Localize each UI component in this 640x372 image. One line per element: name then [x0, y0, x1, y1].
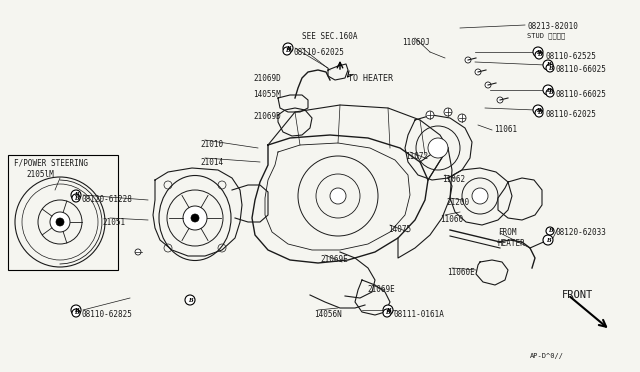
Circle shape — [458, 114, 466, 122]
Circle shape — [465, 57, 471, 63]
Circle shape — [191, 214, 199, 222]
Circle shape — [50, 212, 70, 232]
Text: 08213-82010: 08213-82010 — [527, 22, 578, 31]
Circle shape — [383, 309, 391, 317]
Circle shape — [533, 105, 543, 115]
Circle shape — [497, 97, 503, 103]
Text: F/POWER STEERING: F/POWER STEERING — [14, 158, 88, 167]
Text: 14056N: 14056N — [314, 310, 342, 319]
Text: B: B — [546, 62, 550, 67]
Text: 08120-62033: 08120-62033 — [556, 228, 607, 237]
Text: STUD スタッド: STUD スタッド — [527, 32, 565, 39]
Text: 11060E: 11060E — [447, 268, 475, 277]
Circle shape — [472, 188, 488, 204]
Text: 21014: 21014 — [200, 158, 223, 167]
Text: B: B — [285, 48, 289, 54]
Circle shape — [475, 69, 481, 75]
Text: 11061: 11061 — [494, 125, 517, 134]
Text: B: B — [74, 311, 78, 315]
Circle shape — [426, 111, 434, 119]
Text: 11072: 11072 — [405, 152, 428, 161]
Circle shape — [283, 47, 291, 55]
Text: 08110-66025: 08110-66025 — [556, 90, 607, 99]
Text: 21069E: 21069E — [320, 255, 348, 264]
Text: B: B — [74, 196, 78, 201]
Circle shape — [71, 190, 81, 200]
Circle shape — [546, 89, 554, 97]
Text: B: B — [386, 308, 390, 312]
Circle shape — [546, 64, 554, 72]
Circle shape — [71, 305, 81, 315]
Text: 21069D: 21069D — [253, 112, 281, 121]
Circle shape — [485, 82, 491, 88]
Text: B: B — [385, 311, 389, 315]
Circle shape — [546, 227, 554, 235]
Text: B: B — [74, 192, 78, 198]
Circle shape — [383, 305, 393, 315]
Circle shape — [543, 85, 553, 95]
Text: 08110-62025: 08110-62025 — [545, 110, 596, 119]
Text: 11060: 11060 — [440, 215, 463, 224]
Circle shape — [72, 309, 80, 317]
Circle shape — [283, 43, 293, 53]
Text: 14055M: 14055M — [253, 90, 281, 99]
Text: B: B — [536, 49, 540, 55]
Text: 21200: 21200 — [446, 198, 469, 207]
Text: 08110-66025: 08110-66025 — [556, 65, 607, 74]
Text: 08110-62025: 08110-62025 — [293, 48, 344, 57]
Text: SEE SEC.160A: SEE SEC.160A — [302, 32, 358, 41]
Text: B: B — [546, 237, 550, 243]
Text: 14075: 14075 — [388, 225, 411, 234]
Text: B: B — [188, 298, 192, 302]
Text: B: B — [546, 87, 550, 93]
Text: B: B — [548, 228, 552, 234]
Circle shape — [72, 194, 80, 202]
Text: B: B — [537, 52, 541, 58]
Text: AP-D^0//: AP-D^0// — [530, 353, 564, 359]
Text: 21051: 21051 — [102, 218, 125, 227]
Circle shape — [185, 295, 195, 305]
Circle shape — [135, 249, 141, 255]
Circle shape — [428, 138, 448, 158]
Text: TO HEATER: TO HEATER — [348, 74, 393, 83]
Text: 08111-0161A: 08111-0161A — [393, 310, 444, 319]
Text: 08120-61228: 08120-61228 — [82, 195, 133, 204]
Circle shape — [543, 235, 553, 245]
Text: 2105lM: 2105lM — [26, 170, 54, 179]
Circle shape — [535, 51, 543, 59]
Text: B: B — [548, 65, 552, 71]
Text: 11062: 11062 — [442, 175, 465, 184]
Text: 21069E: 21069E — [367, 285, 395, 294]
Text: FRONT: FRONT — [562, 290, 593, 300]
Text: 08110-62825: 08110-62825 — [82, 310, 133, 319]
Circle shape — [183, 206, 207, 230]
Text: B: B — [285, 45, 291, 51]
Circle shape — [444, 108, 452, 116]
Bar — [8, 155, 118, 270]
Text: 08110-62525: 08110-62525 — [545, 52, 596, 61]
Circle shape — [330, 188, 346, 204]
Circle shape — [533, 47, 543, 57]
Circle shape — [543, 60, 553, 70]
Text: 21069D: 21069D — [253, 74, 281, 83]
Text: B: B — [548, 90, 552, 96]
Text: B: B — [74, 308, 78, 312]
Text: 21010: 21010 — [200, 140, 223, 149]
Text: 11060J: 11060J — [402, 38, 429, 47]
Circle shape — [535, 109, 543, 117]
Text: B: B — [536, 108, 540, 112]
Text: B: B — [537, 110, 541, 115]
Text: HEATER: HEATER — [498, 239, 525, 248]
Circle shape — [56, 218, 64, 226]
Text: FROM: FROM — [498, 228, 516, 237]
